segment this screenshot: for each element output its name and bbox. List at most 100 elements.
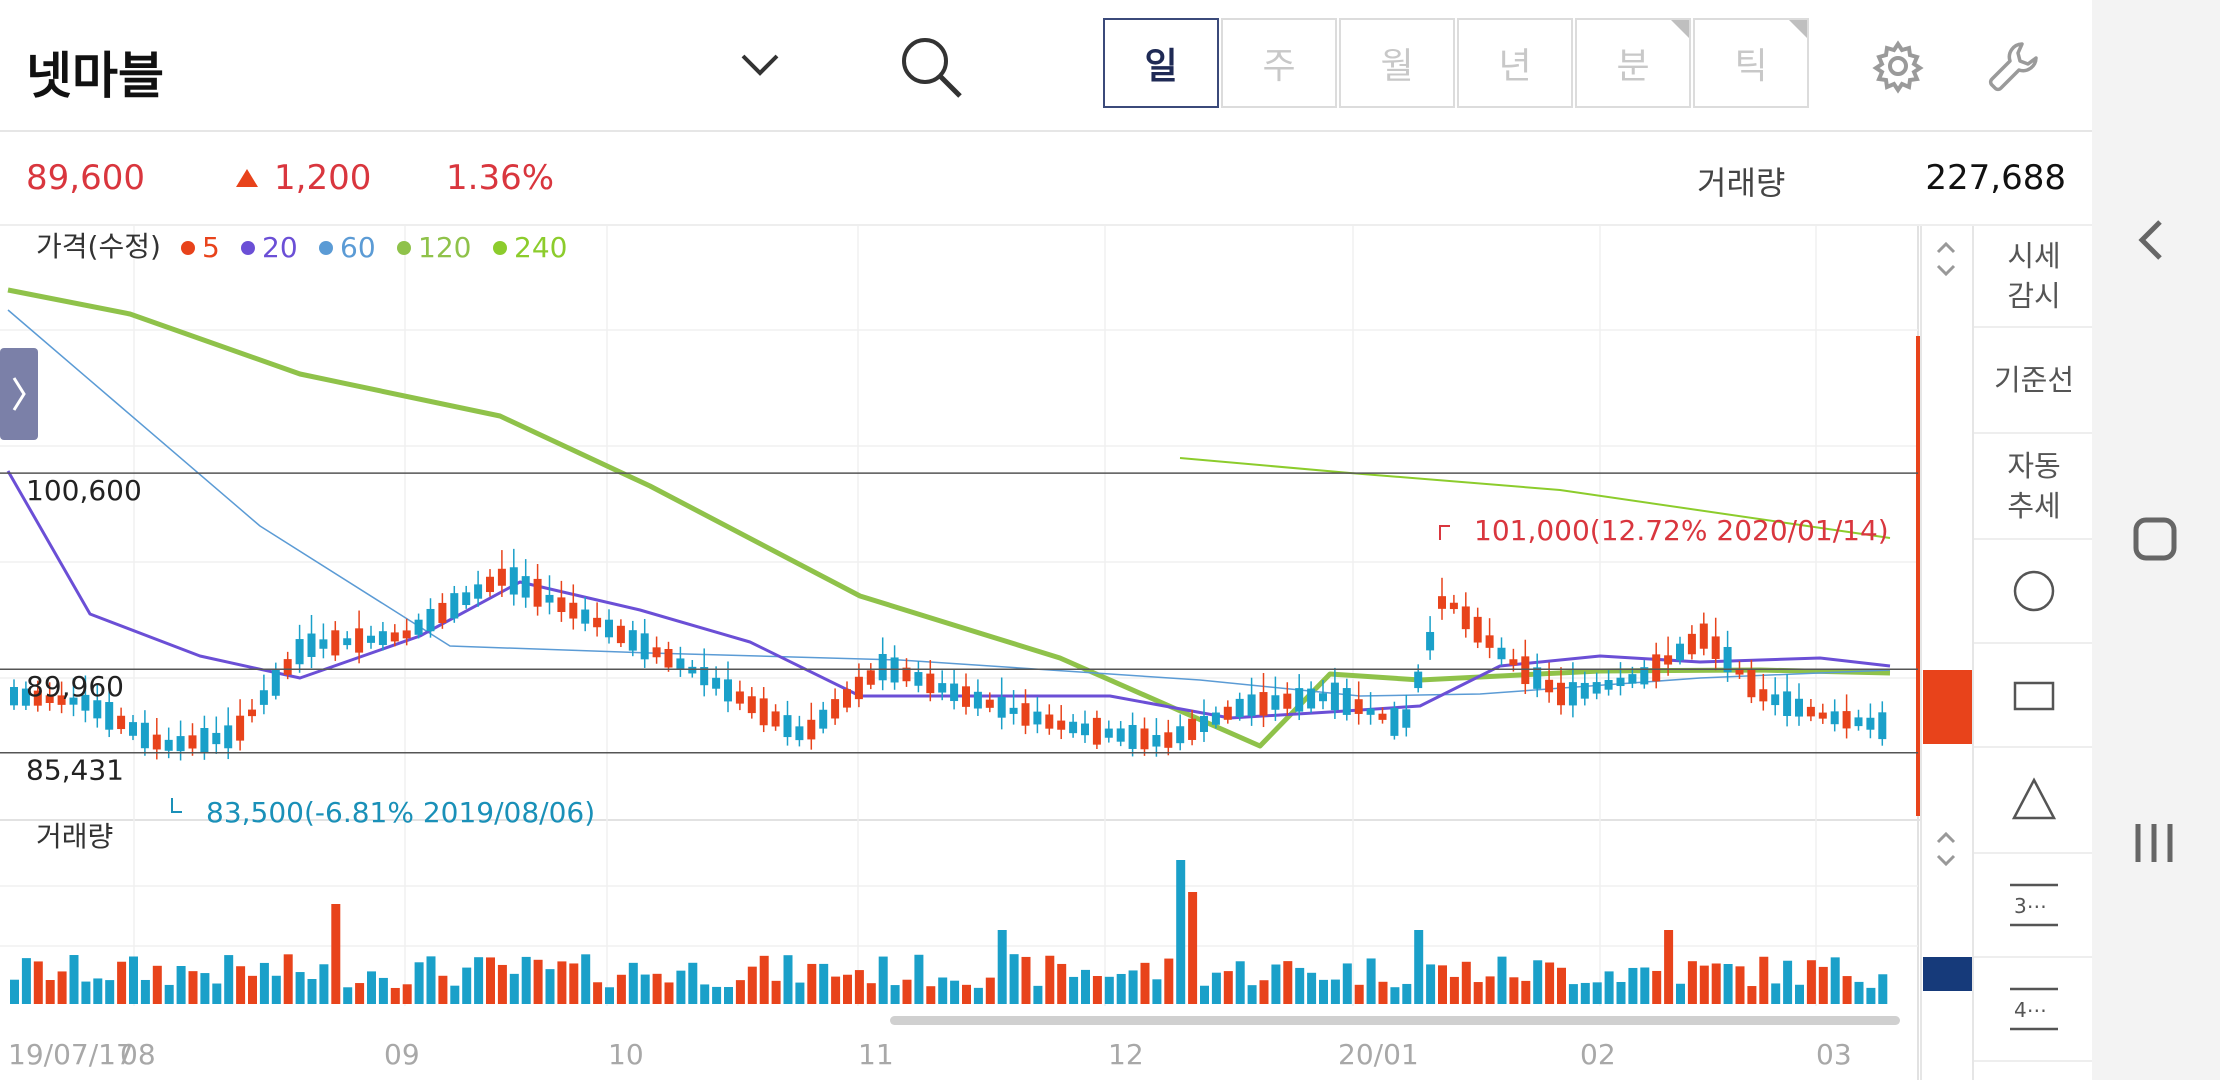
candle	[890, 645, 899, 690]
candle	[664, 641, 673, 672]
volume-bar	[1497, 956, 1507, 1004]
gear-icon[interactable]	[1870, 38, 1926, 94]
volume-bar	[557, 961, 567, 1004]
volume-scale-stepper-icon[interactable]	[1936, 831, 1956, 867]
tab-period-3[interactable]: 년	[1457, 18, 1573, 108]
volume-bar	[938, 977, 948, 1004]
tab-period-0[interactable]: 일	[1103, 18, 1219, 108]
back-icon[interactable]	[2138, 220, 2162, 260]
volume-bar	[676, 970, 686, 1004]
volume-bar	[1366, 958, 1376, 1004]
y-axis-label: 85,431	[26, 754, 124, 787]
candle	[10, 679, 18, 710]
volume-bar	[378, 977, 388, 1004]
corner-marker-icon	[1671, 20, 1689, 38]
tool-three-lines[interactable]: 3⋯	[1974, 854, 2094, 958]
candle	[57, 681, 66, 714]
volume-bar	[1783, 960, 1793, 1004]
x-axis-label: 03	[1816, 1038, 1852, 1071]
legend-item: 60	[340, 231, 376, 264]
volume-bar	[795, 982, 805, 1004]
tool-triangle[interactable]	[1974, 748, 2094, 854]
candle	[1711, 617, 1720, 671]
candle	[378, 621, 387, 651]
volume-bar	[843, 974, 852, 1004]
candle	[117, 707, 126, 734]
candle	[1866, 703, 1875, 739]
volume-bar	[831, 976, 841, 1004]
tab-period-1[interactable]: 주	[1221, 18, 1337, 108]
home-icon[interactable]	[2133, 517, 2177, 561]
candle	[1402, 694, 1411, 737]
tab-period-label: 틱	[1734, 46, 1768, 87]
candle	[676, 646, 685, 677]
volume-bar	[33, 961, 43, 1004]
volume-bar	[1806, 960, 1816, 1004]
candle	[759, 687, 768, 733]
legend-dot	[319, 241, 333, 255]
candle	[1521, 639, 1530, 695]
top-bar: 넷마블 일 주 월 년 분 틱	[0, 0, 2092, 132]
candle	[497, 550, 506, 597]
candle	[533, 564, 542, 616]
volume-bar	[950, 980, 960, 1004]
candle	[331, 621, 340, 661]
x-axis-label: 09	[384, 1038, 420, 1071]
search-icon[interactable]	[898, 34, 964, 100]
volume-bar	[331, 904, 341, 1004]
expand-panel-button[interactable]	[0, 348, 38, 440]
candle	[1783, 674, 1792, 727]
horizontal-scrollbar[interactable]	[890, 1016, 1900, 1025]
candle	[271, 662, 280, 700]
tab-period-5[interactable]: 틱	[1693, 18, 1809, 108]
volume-scale-highlight	[1923, 957, 1972, 991]
candle	[355, 610, 364, 664]
candle	[997, 677, 1006, 730]
wrench-icon[interactable]	[1986, 38, 2042, 94]
candle	[1009, 690, 1018, 725]
tool-text-2[interactable]: 자동 추세	[1974, 434, 2094, 540]
candle	[1235, 692, 1244, 721]
candle	[1140, 717, 1149, 756]
volume-bar	[355, 983, 365, 1004]
tool-four-lines[interactable]: 4⋯	[1974, 958, 2094, 1062]
candle	[1497, 637, 1506, 666]
price-change: 1,200	[236, 158, 371, 198]
tool-text-1[interactable]: 기준선	[1974, 328, 2094, 434]
volume-bar	[1330, 979, 1340, 1004]
volume-bar	[1604, 971, 1614, 1004]
tool-text-0[interactable]: 시세 감시	[1974, 226, 2094, 328]
volume-bar	[1842, 976, 1852, 1004]
tab-period-label: 일	[1144, 46, 1178, 87]
x-axis-label: 12	[1108, 1038, 1144, 1071]
stock-name[interactable]: 넷마블	[26, 47, 164, 105]
chevron-down-icon[interactable]	[735, 40, 785, 90]
candle	[1485, 618, 1494, 659]
candle	[581, 597, 590, 632]
volume-bar	[1592, 982, 1602, 1004]
candle	[1330, 667, 1339, 719]
volume-bar	[259, 962, 269, 1004]
candle	[1592, 672, 1601, 700]
volume-bar	[426, 956, 436, 1004]
candle	[747, 687, 756, 719]
volume-bar	[1342, 963, 1352, 1004]
candle	[1247, 677, 1256, 726]
candle	[45, 682, 54, 711]
tool-circle[interactable]	[1974, 540, 2094, 644]
tab-period-4[interactable]: 분	[1575, 18, 1691, 108]
legend-item: 240	[514, 231, 567, 264]
candle	[1378, 707, 1387, 724]
price-scale-stepper-icon[interactable]	[1936, 241, 1956, 277]
change-percent: 1.36%	[446, 158, 555, 198]
price-chart[interactable]: 100,600 89,960 85,431 101,000(12.72% 2020/…	[0, 226, 1920, 1080]
tool-rectangle[interactable]	[1974, 644, 2094, 748]
volume-bar	[1319, 979, 1328, 1004]
candle	[843, 681, 851, 713]
volume-bar	[69, 955, 79, 1004]
candle	[462, 585, 471, 609]
tab-period-2[interactable]: 월	[1339, 18, 1455, 108]
candle	[1176, 714, 1185, 751]
recent-apps-icon[interactable]	[2135, 824, 2173, 862]
